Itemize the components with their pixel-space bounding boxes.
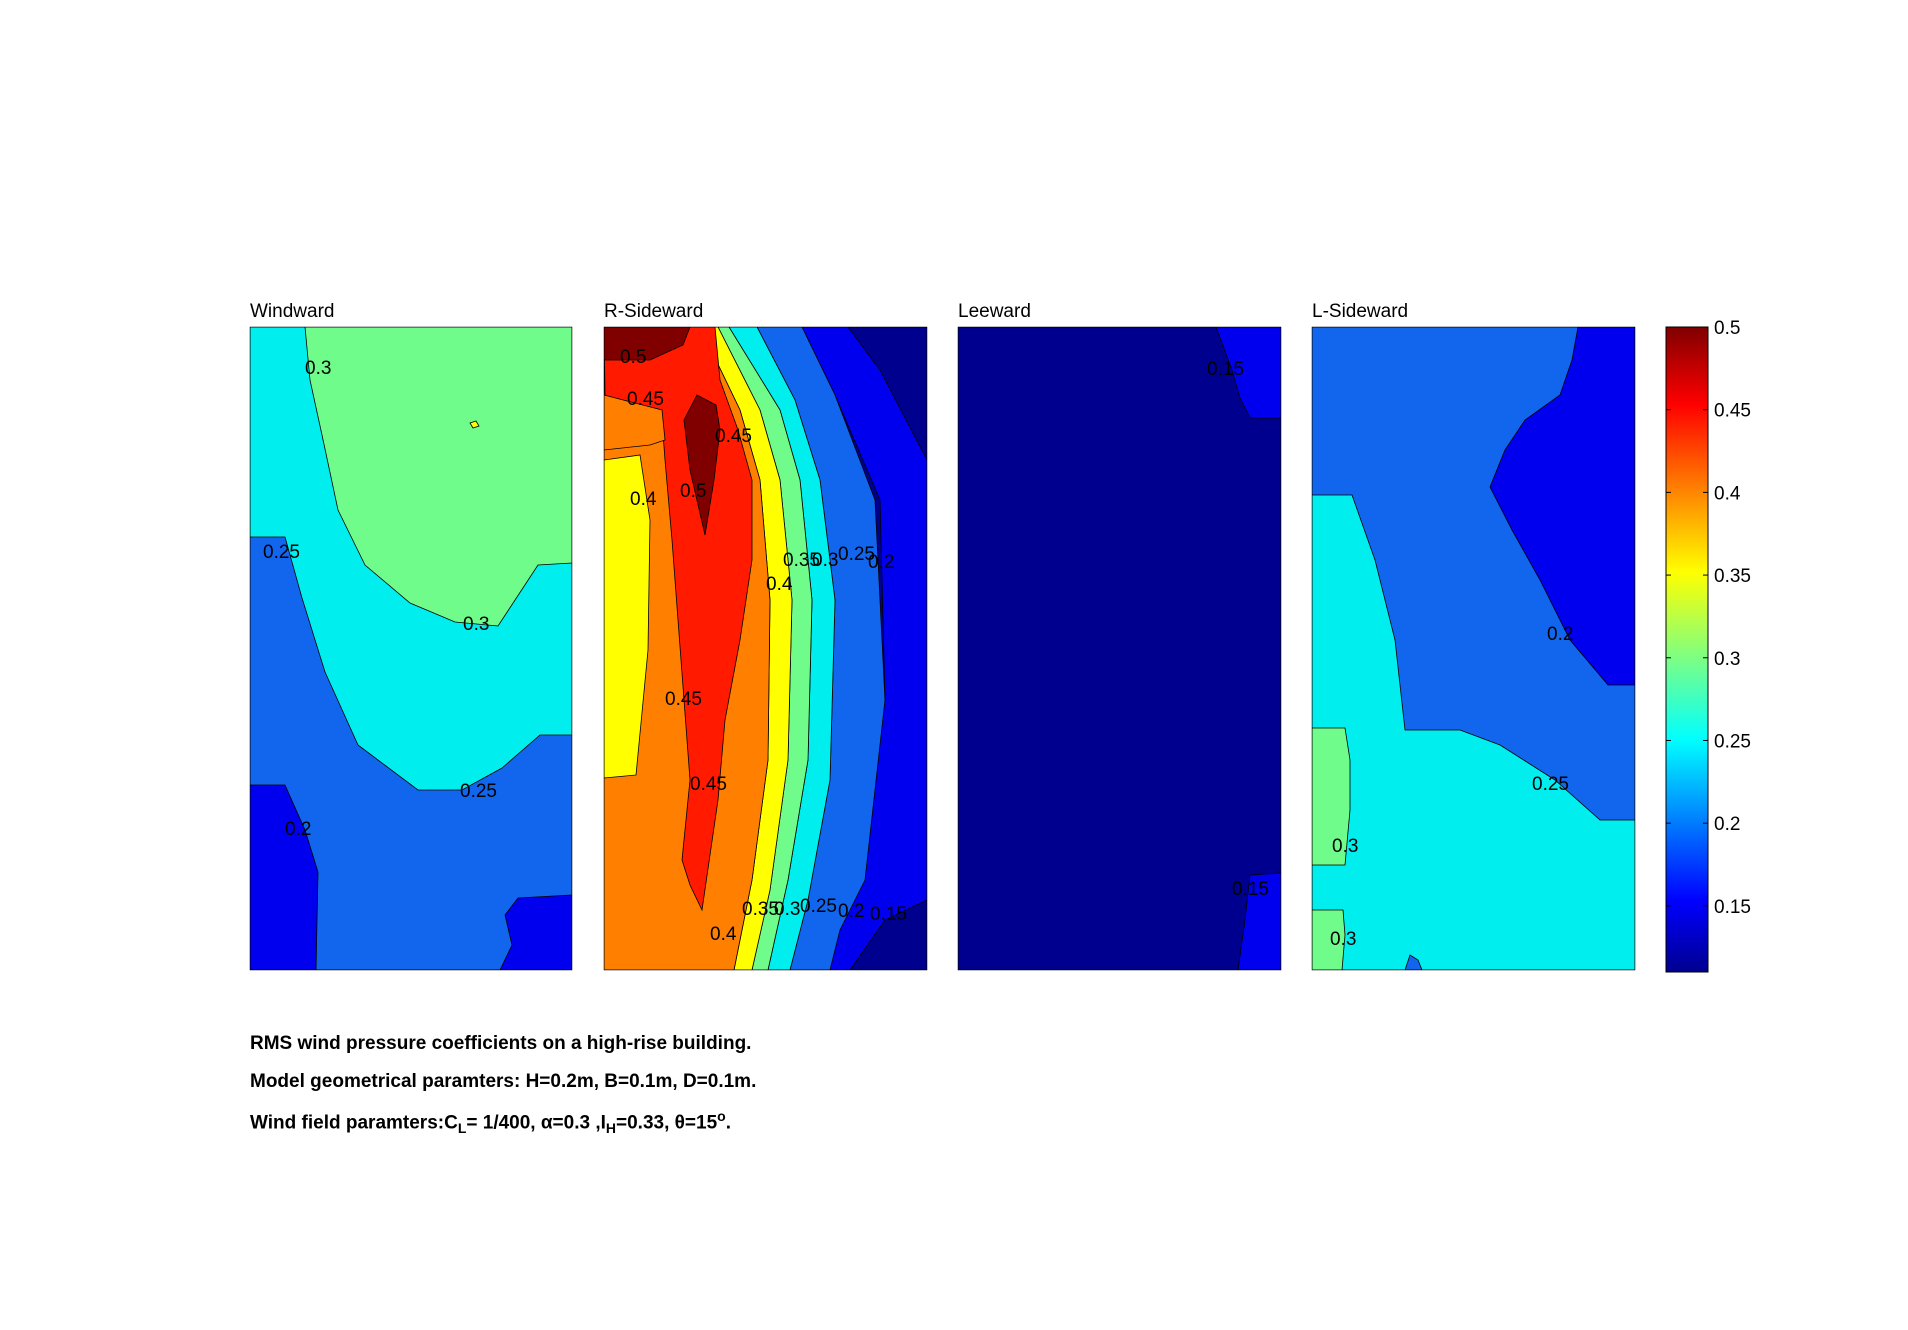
colorbar-gradient — [1665, 326, 1709, 973]
colorbar-tick-label: 0.25 — [1714, 731, 1751, 752]
contour-label: 0.15 — [1232, 879, 1269, 900]
contour-label: 0.45 — [665, 689, 702, 710]
caption-line-3: Wind field paramters:CL= 1/400, α=0.3 ,I… — [250, 1108, 731, 1136]
contour-label: 0.4 — [630, 489, 657, 510]
colorbar-tick-label: 0.4 — [1714, 483, 1741, 504]
panel-r-sideward: R-Sideward 0.5 0.45 0.45 0.5 0.4 0.35 0.… — [603, 301, 928, 971]
colorbar-tick-label: 0.3 — [1714, 649, 1740, 670]
caption-text: . — [725, 1112, 731, 1134]
contour-label: 0.45 — [627, 389, 664, 410]
caption-line-1: RMS wind pressure coefficients on a high… — [250, 1033, 751, 1055]
contour-label: 0.3 — [1330, 929, 1356, 950]
fill-region-0.5 — [683, 394, 721, 536]
caption-text: = 1/400, — [466, 1112, 541, 1134]
panel-leeward: Leeward 0.15 0.15 — [957, 301, 1282, 971]
fill-region-0.15 — [499, 894, 572, 970]
caption-text: =0.33, θ=15 — [616, 1112, 718, 1134]
colorbar: 0.5 0.45 0.4 0.35 0.3 0.25 0.2 0.15 — [1665, 318, 1751, 973]
panel-title-windward: Windward — [250, 301, 334, 322]
fill-region-0.35 — [604, 454, 651, 779]
contour-label: 0.4 — [710, 924, 737, 945]
contour-label: 0.3 — [812, 550, 838, 571]
contour-label: 0.2 — [285, 819, 311, 840]
panel-windward: Windward 0.3 0.25 0.3 0.25 0.2 — [249, 301, 573, 971]
contour-label: 0.5 — [680, 481, 706, 502]
contour-label: 0.25 — [263, 542, 300, 563]
contour-label: 0.3 — [305, 358, 331, 379]
colorbar-tick-label: 0.2 — [1714, 814, 1740, 835]
fill-region-0.35 — [469, 420, 480, 429]
panel-title-leeward: Leeward — [958, 301, 1031, 322]
fill-region-0.4 — [604, 394, 666, 451]
contour-label: 0.35 — [742, 899, 779, 920]
caption-text: Model geometrical paramters: H=0.2m, B=0… — [250, 1071, 757, 1092]
fill-region-0.3 — [1312, 909, 1346, 970]
contour-label: 0.2 — [868, 552, 894, 573]
contour-label: 0.2 — [1547, 624, 1573, 645]
fill-region-0.15 — [958, 327, 1281, 970]
fill-region-0.3 — [304, 327, 572, 627]
caption-superscript: o — [717, 1108, 726, 1124]
contour-label: 0.15 — [1207, 359, 1244, 380]
caption-line-2: Model geometrical paramters: H=0.2m, B=0… — [250, 1071, 756, 1093]
panel-l-sideward: L-Sideward 0.2 0.25 0.3 0.3 — [1311, 301, 1636, 971]
contour-label: 0.45 — [690, 774, 727, 795]
panel-title-r-sideward: R-Sideward — [604, 301, 703, 322]
caption-text: α=0.3 ,I — [540, 1112, 606, 1134]
fill-region-0.15b — [1237, 872, 1281, 970]
contour-label: 0.2 — [838, 901, 864, 922]
contour-label: 0.5 — [620, 347, 646, 368]
colorbar-tick-label: 0.35 — [1714, 566, 1751, 587]
fill-region-0.25 — [1312, 494, 1635, 970]
contour-label: 0.3 — [774, 899, 800, 920]
caption-subscript: L — [457, 1120, 467, 1137]
caption-text: Wind field paramters:C — [250, 1112, 458, 1134]
contour-label: 0.35 — [783, 550, 820, 571]
contour-label: 0.45 — [715, 426, 752, 447]
contour-label: 0.25 — [800, 896, 837, 917]
fill-region-0.15b — [1215, 327, 1281, 419]
contour-label: 0.25 — [838, 544, 875, 565]
caption-text: RMS wind pressure coefficients on a high… — [250, 1033, 752, 1054]
colorbar-tick-label: 0.45 — [1714, 401, 1751, 422]
contour-label: 0.25 — [460, 781, 497, 802]
fill-region-0.5 — [604, 327, 691, 361]
contour-label: 0.25 — [1532, 774, 1569, 795]
fill-region-0.3 — [1312, 727, 1351, 866]
caption-subscript: H — [605, 1120, 617, 1137]
colorbar-ticks: 0.5 0.45 0.4 0.35 0.3 0.25 0.2 0.15 — [1666, 318, 1751, 918]
contour-label: 0.4 — [766, 574, 793, 595]
colorbar-tick-label: 0.15 — [1714, 897, 1751, 918]
contour-label: 0.15 — [870, 904, 907, 925]
fill-region-0.2 — [1404, 954, 1423, 970]
contour-label: 0.3 — [463, 614, 489, 635]
contour-label: 0.3 — [1332, 836, 1358, 857]
fill-region-0.15 — [250, 784, 319, 970]
fill-region-0.15b — [801, 327, 927, 970]
colorbar-tick-label: 0.5 — [1714, 318, 1740, 339]
fill-region-0.15b — [1489, 327, 1635, 686]
panel-title-l-sideward: L-Sideward — [1312, 301, 1408, 322]
